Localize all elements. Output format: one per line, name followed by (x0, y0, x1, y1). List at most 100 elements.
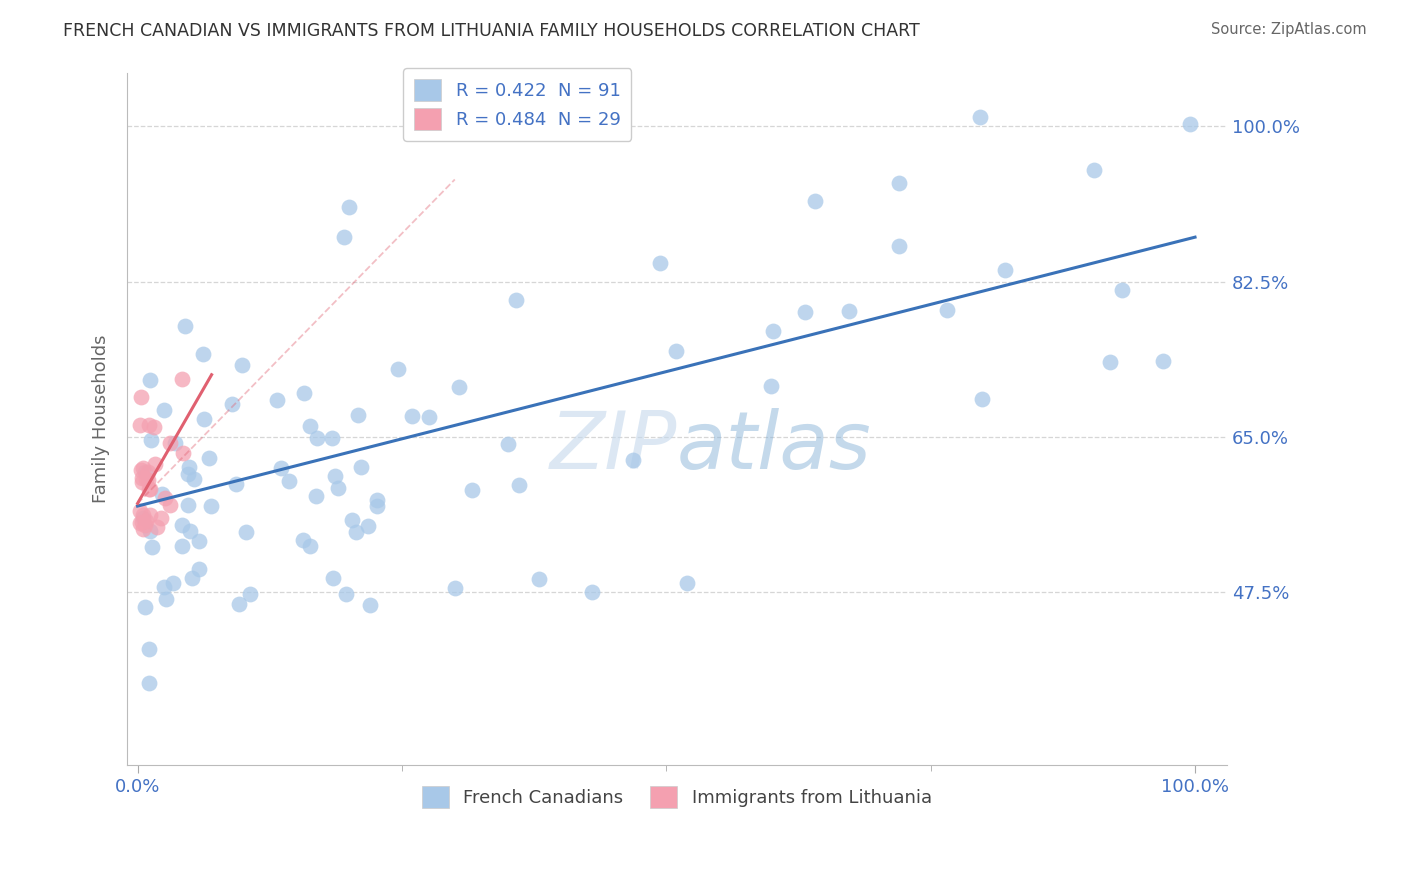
Point (177, 498, 200, 512)
Point (162, 576, 184, 591)
Point (150, 487, 173, 501)
Point (135, 514, 157, 528)
Point (325, 469, 347, 483)
Point (132, 508, 155, 522)
Point (994, 263, 1017, 277)
Point (529, 572, 551, 586)
Point (141, 434, 163, 448)
Point (401, 409, 423, 424)
Point (1099, 355, 1122, 369)
Point (134, 465, 156, 479)
Point (176, 467, 198, 481)
Point (173, 318, 195, 333)
Point (198, 450, 221, 465)
Point (344, 524, 367, 539)
Point (177, 459, 200, 474)
Point (838, 303, 860, 318)
Point (1111, 284, 1133, 298)
Point (333, 230, 356, 244)
Point (321, 431, 343, 445)
Point (621, 453, 644, 467)
Point (239, 586, 262, 600)
Point (134, 518, 156, 533)
Point (128, 516, 150, 531)
Point (179, 524, 201, 538)
Point (143, 457, 166, 471)
Point (1083, 162, 1105, 177)
Point (138, 417, 160, 432)
Point (129, 391, 152, 405)
Point (292, 386, 315, 401)
Point (153, 491, 176, 505)
Point (443, 581, 465, 595)
Point (350, 459, 373, 474)
Point (187, 533, 209, 548)
Point (145, 520, 167, 534)
Point (221, 396, 243, 410)
Point (136, 473, 159, 487)
Point (387, 362, 409, 376)
Point (138, 465, 160, 479)
Point (761, 379, 783, 393)
Legend: French Canadians, Immigrants from Lithuania: French Canadians, Immigrants from Lithua… (415, 779, 939, 815)
Point (138, 641, 160, 656)
Point (200, 499, 222, 513)
Point (970, 392, 993, 407)
Point (337, 200, 360, 214)
Point (170, 540, 193, 554)
Point (159, 498, 181, 512)
Text: FRENCH CANADIAN VS IMMIGRANTS FROM LITHUANIA FAMILY HOUSEHOLDS CORRELATION CHART: FRENCH CANADIAN VS IMMIGRANTS FROM LITHU… (63, 22, 920, 40)
Point (299, 418, 322, 433)
Text: atlas: atlas (676, 408, 872, 486)
Point (131, 463, 153, 477)
Point (1152, 353, 1174, 368)
Point (131, 471, 153, 485)
Point (418, 409, 440, 424)
Point (231, 358, 253, 372)
Point (193, 412, 215, 426)
Point (505, 293, 527, 308)
Point (335, 587, 357, 601)
Point (141, 540, 163, 554)
Point (132, 511, 155, 525)
Point (366, 500, 388, 514)
Y-axis label: Family Households: Family Households (93, 334, 110, 503)
Point (496, 436, 519, 450)
Point (225, 477, 247, 491)
Point (138, 482, 160, 496)
Point (581, 585, 603, 599)
Point (278, 474, 301, 488)
Point (304, 489, 326, 503)
Point (342, 513, 364, 527)
Point (793, 305, 815, 319)
Point (887, 176, 910, 190)
Point (935, 303, 957, 318)
Point (134, 600, 156, 615)
Point (170, 372, 193, 386)
Point (326, 481, 349, 495)
Point (170, 517, 193, 532)
Point (139, 524, 162, 539)
Text: Source: ZipAtlas.com: Source: ZipAtlas.com (1211, 22, 1367, 37)
Point (449, 379, 471, 393)
Point (131, 475, 153, 489)
Point (322, 571, 344, 585)
Point (307, 431, 329, 445)
Point (270, 461, 292, 475)
Point (508, 478, 530, 492)
Point (228, 597, 250, 611)
Point (188, 561, 211, 575)
Point (969, 111, 991, 125)
Point (676, 576, 699, 591)
Point (135, 472, 157, 486)
Point (887, 239, 910, 253)
Point (183, 471, 205, 485)
Point (357, 519, 380, 533)
Point (172, 446, 194, 460)
Point (266, 392, 288, 407)
Point (762, 324, 785, 338)
Point (131, 515, 153, 529)
Point (235, 525, 257, 540)
Point (139, 508, 162, 522)
Point (1178, 118, 1201, 132)
